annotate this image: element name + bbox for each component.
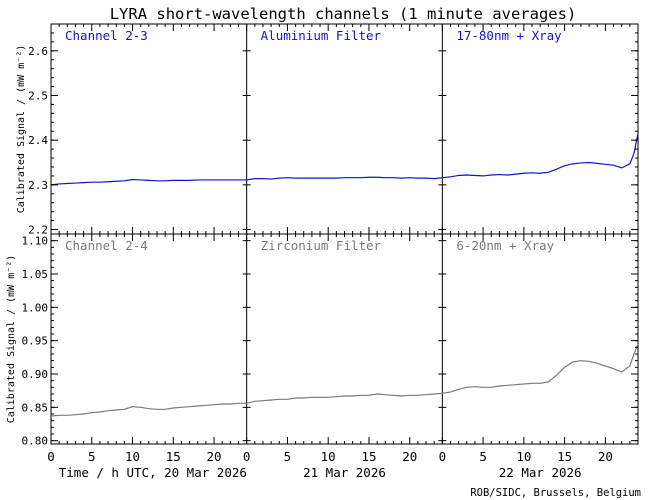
x-tick-label: 20 (402, 449, 417, 464)
x-tick-label: 5 (284, 449, 292, 464)
y-tick-label: 0.90 (22, 368, 49, 381)
y-tick-label: 1.00 (22, 301, 49, 314)
chart-title: LYRA short-wavelength channels (1 minute… (110, 5, 577, 23)
y-tick-label: 2.6 (28, 45, 48, 58)
x-tick-label: 20 (207, 449, 222, 464)
panel-label: 6-20nm + Xray (456, 238, 554, 253)
series-line (50, 343, 639, 417)
x-tick-label: 10 (516, 449, 531, 464)
x-tick-label: 15 (166, 449, 181, 464)
y-tick-label: 2.2 (28, 224, 48, 237)
x-tick-label: 15 (557, 449, 572, 464)
y-tick-label: 0.95 (22, 335, 49, 348)
x-tick-label: 0 (47, 449, 55, 464)
y-tick-label: 0.80 (22, 435, 49, 448)
x-tick-label: 0 (439, 449, 447, 464)
day-label: 22 Mar 2026 (499, 465, 582, 480)
panel-label: Aluminium Filter (261, 28, 382, 43)
y-axis-label: Calibrated Signal / (mW m⁻²) (16, 45, 27, 214)
y-tick-label: 0.85 (22, 401, 49, 414)
panel-label: Zirconium Filter (261, 238, 382, 253)
x-tick-label: 15 (361, 449, 376, 464)
y-tick-label: 2.5 (28, 89, 48, 102)
x-tick-label: 5 (88, 449, 96, 464)
credit-text: ROB/SIDC, Brussels, Belgium (470, 487, 641, 499)
y-tick-label: 2.4 (28, 134, 48, 147)
series-line (50, 133, 639, 186)
x-tick-label: 20 (598, 449, 613, 464)
x-tick-label: 10 (125, 449, 140, 464)
chart-ticks (50, 23, 638, 444)
y-tick-label: 2.3 (28, 179, 48, 192)
panel-label: Channel 2-4 (65, 238, 148, 253)
day-label: Time / h UTC, 20 Mar 2026 (59, 465, 247, 480)
series-lines (50, 133, 639, 417)
y-axis-label: Calibrated Signal / (mW m⁻²) (6, 255, 17, 424)
panel-label: 17-80nm + Xray (456, 28, 562, 43)
panel-label: Channel 2-3 (65, 28, 148, 43)
y-tick-label: 1.05 (22, 268, 49, 281)
y-tick-label: 1.10 (22, 235, 49, 248)
x-tick-label: 10 (321, 449, 336, 464)
day-label: 21 Mar 2026 (303, 465, 386, 480)
x-tick-label: 5 (479, 449, 487, 464)
x-tick-label: 0 (243, 449, 251, 464)
